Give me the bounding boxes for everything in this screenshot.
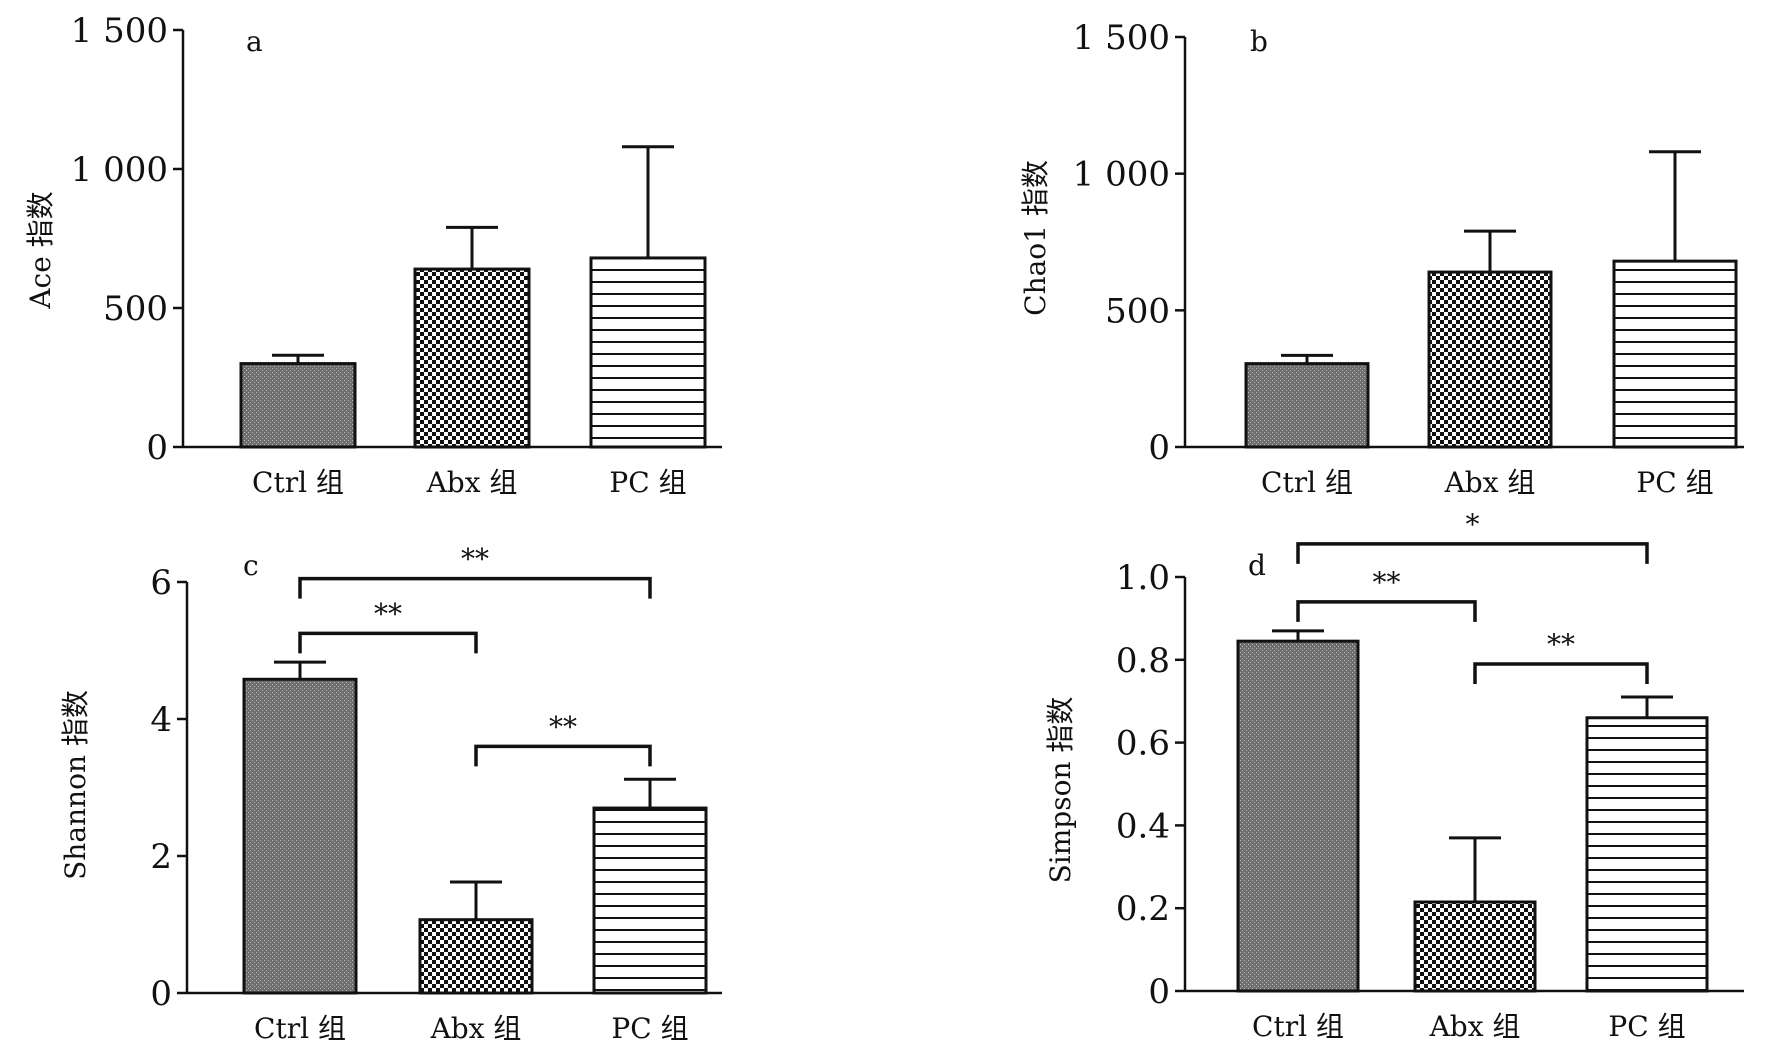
bar — [1236, 639, 1360, 993]
plot-area: 0 500 1 000 1 500 Ctrl 组 Abx 组 PC 组 — [1073, 18, 1744, 499]
bar — [242, 677, 358, 995]
panel-label: b — [1250, 25, 1268, 58]
chart-panel-a: 0 500 1 000 1 500 Ctrl 组 Abx 组 PC 组 a Ace 指数 — [24, 11, 722, 499]
bar — [589, 256, 707, 449]
bar — [413, 267, 531, 449]
y-tick-label: 0.8 — [1116, 641, 1170, 681]
bar — [1612, 259, 1738, 449]
x-tick-label: Ctrl 组 — [1261, 466, 1353, 499]
y-tick-label: 1 000 — [1073, 155, 1170, 195]
y-tick-label: 0.6 — [1116, 724, 1170, 764]
panel-label: a — [246, 25, 263, 58]
y-axis-label: Simpson 指数 — [1044, 697, 1077, 884]
y-tick-label: 0 — [150, 974, 172, 1014]
bar — [1585, 716, 1709, 993]
y-tick-label: 1 000 — [71, 150, 168, 190]
y-tick-label: 1 500 — [71, 11, 168, 51]
y-tick-label: 500 — [1105, 291, 1170, 331]
x-tick-label: Ctrl 组 — [1252, 1010, 1344, 1043]
x-tick-label: PC 组 — [611, 1012, 688, 1045]
y-tick-label: 2 — [150, 837, 172, 877]
y-tick-label: 1 500 — [1073, 18, 1170, 58]
y-tick-label: 4 — [150, 700, 172, 740]
y-tick-label: 0.4 — [1116, 806, 1170, 846]
significance-label: ** — [374, 597, 402, 630]
x-tick-label: PC 组 — [1608, 1010, 1685, 1043]
y-tick-label: 0.2 — [1116, 889, 1170, 929]
x-tick-label: Ctrl 组 — [252, 466, 344, 499]
significance-bracket — [1296, 600, 1477, 622]
significance-label: ** — [549, 710, 577, 743]
bar — [1427, 270, 1553, 449]
bar — [592, 806, 708, 995]
x-tick-label: Ctrl 组 — [254, 1012, 346, 1045]
significance-bracket — [1296, 542, 1649, 564]
bar — [418, 918, 534, 995]
y-axis-label: Chao1 指数 — [1019, 160, 1052, 316]
y-axis-label: Ace 指数 — [24, 191, 57, 309]
chart-panel-b: 0 500 1 000 1 500 Ctrl 组 Abx 组 PC 组 b Chao1 指数 — [1019, 18, 1744, 499]
significance-label: ** — [1373, 566, 1401, 599]
x-tick-label: PC 组 — [1636, 466, 1713, 499]
chart-panel-c: 0 2 4 6 Ctrl 组 Abx 组 PC 组 ** ** ** c Shannon 指数 — [59, 543, 722, 1045]
y-tick-label: 500 — [103, 289, 168, 329]
plot-area: 0 500 1 000 1 500 Ctrl 组 Abx 组 PC 组 — [71, 11, 722, 499]
significance-label: * — [1466, 508, 1480, 541]
y-tick-label: 0 — [1148, 972, 1170, 1012]
significance-bracket — [298, 576, 652, 599]
panel-label: d — [1248, 549, 1266, 582]
significance-bracket — [298, 631, 478, 654]
significance-label: ** — [461, 543, 489, 576]
y-tick-label: 6 — [150, 563, 172, 603]
y-tick-label: 0 — [1148, 428, 1170, 468]
y-axis-label: Shannon 指数 — [59, 690, 92, 880]
y-tick-label: 0 — [146, 428, 168, 468]
bar — [1413, 900, 1537, 993]
plot-area: 0 2 4 6 Ctrl 组 Abx 组 PC 组 ** ** ** — [150, 543, 722, 1045]
significance-bracket — [1473, 662, 1649, 684]
significance-label: ** — [1547, 628, 1575, 661]
bar — [1244, 362, 1370, 449]
x-tick-label: Abx 组 — [426, 466, 518, 499]
x-tick-label: PC 组 — [609, 466, 686, 499]
panel-label: c — [243, 549, 259, 582]
x-tick-label: Abx 组 — [1429, 1010, 1521, 1043]
x-tick-label: Abx 组 — [430, 1012, 522, 1045]
x-tick-label: Abx 组 — [1444, 466, 1536, 499]
y-tick-label: 1.0 — [1116, 558, 1170, 598]
bar — [239, 362, 357, 449]
significance-bracket — [474, 744, 652, 767]
